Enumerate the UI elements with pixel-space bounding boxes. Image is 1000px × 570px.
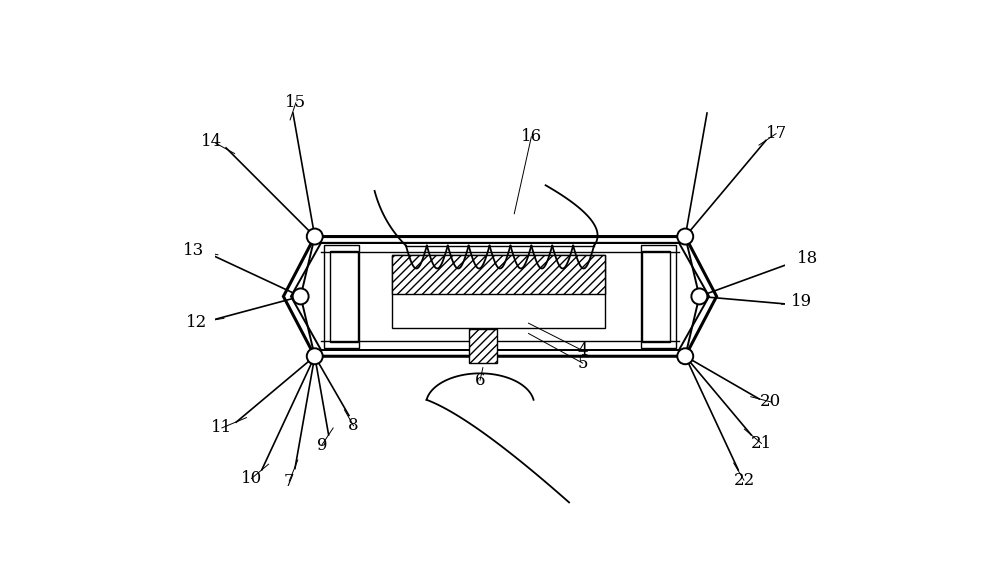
Text: 9: 9 bbox=[317, 437, 327, 454]
Text: 6: 6 bbox=[475, 372, 485, 389]
Bar bbox=[641, 245, 676, 348]
Circle shape bbox=[307, 348, 323, 364]
Text: 8: 8 bbox=[348, 417, 359, 434]
Bar bbox=[642, 251, 670, 342]
Text: 10: 10 bbox=[241, 470, 262, 487]
Text: 7: 7 bbox=[284, 473, 295, 490]
Circle shape bbox=[677, 229, 693, 245]
Bar bbox=[392, 255, 605, 328]
Text: 5: 5 bbox=[577, 355, 588, 372]
Text: 18: 18 bbox=[797, 250, 818, 267]
Text: 21: 21 bbox=[751, 435, 772, 452]
Circle shape bbox=[307, 229, 323, 245]
Text: 16: 16 bbox=[521, 128, 542, 145]
Bar bbox=[469, 329, 497, 363]
Text: 12: 12 bbox=[186, 314, 207, 331]
Text: 13: 13 bbox=[183, 242, 204, 259]
Bar bbox=[324, 245, 359, 348]
Text: 17: 17 bbox=[765, 125, 787, 142]
Bar bbox=[392, 255, 605, 294]
Text: 20: 20 bbox=[760, 393, 781, 410]
Text: 11: 11 bbox=[211, 420, 233, 437]
Circle shape bbox=[677, 348, 693, 364]
Text: 22: 22 bbox=[733, 471, 755, 488]
Text: 14: 14 bbox=[201, 133, 222, 149]
Text: 15: 15 bbox=[285, 94, 306, 111]
Text: 4: 4 bbox=[577, 342, 588, 359]
Text: 19: 19 bbox=[791, 293, 812, 310]
Circle shape bbox=[691, 288, 707, 304]
Bar bbox=[330, 251, 358, 342]
Circle shape bbox=[293, 288, 309, 304]
